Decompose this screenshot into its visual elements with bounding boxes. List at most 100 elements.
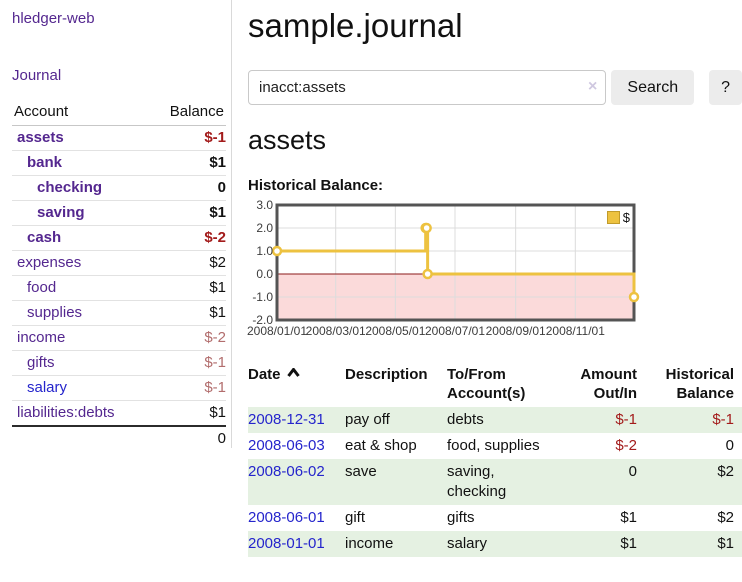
account-balance: $2 bbox=[150, 250, 226, 276]
accounts-total-balance: 0 bbox=[150, 425, 226, 451]
account-balance: $-1 bbox=[150, 375, 226, 401]
transaction-balance: $-1 bbox=[712, 411, 734, 428]
account-row: cash $-2 bbox=[12, 225, 226, 251]
y-axis-tick-label: 0.0 bbox=[256, 267, 273, 281]
transaction-accounts: gifts bbox=[447, 509, 475, 526]
transaction-description: income bbox=[345, 535, 394, 552]
transaction-amount: 0 bbox=[628, 463, 637, 480]
account-link[interactable]: bank bbox=[27, 154, 63, 171]
account-link[interactable]: liabilities:debts bbox=[17, 404, 115, 421]
accounts-total-row: 0 bbox=[12, 425, 226, 451]
account-row: liabilities:debts $1 bbox=[12, 400, 226, 426]
main-content: sample.journal × Search ? assets Histori… bbox=[246, 0, 742, 557]
accounts-header-balance: Balance bbox=[150, 100, 226, 126]
transaction-balance: $2 bbox=[717, 509, 734, 526]
account-row: food $1 bbox=[12, 275, 226, 301]
transaction-date-link[interactable]: 2008-06-02 bbox=[248, 463, 325, 480]
register-header-amount: Amount Out/In bbox=[580, 366, 637, 402]
account-balance: $-2 bbox=[150, 325, 226, 351]
transaction-row: 2008-06-01 gift gifts $1 $2 bbox=[248, 505, 742, 531]
transaction-amount: $-1 bbox=[615, 411, 637, 428]
account-balance: $1 bbox=[150, 150, 226, 176]
account-balance: $-2 bbox=[150, 225, 226, 251]
account-link[interactable]: expenses bbox=[17, 254, 82, 271]
transaction-amount: $-2 bbox=[615, 437, 637, 454]
search-input[interactable] bbox=[248, 70, 607, 105]
transaction-date-cell: 2008-06-01 bbox=[248, 505, 345, 531]
register-table: Date Description To/From Account(s) Amou… bbox=[248, 363, 742, 557]
legend-label: $ bbox=[622, 210, 630, 225]
search-button[interactable]: Search bbox=[611, 70, 695, 105]
chart-legend: $ bbox=[277, 209, 630, 227]
account-balance: $1 bbox=[150, 300, 226, 326]
transaction-accounts: salary bbox=[447, 535, 488, 552]
y-axis-tick-label: 2.0 bbox=[256, 221, 273, 235]
account-balance: $-1 bbox=[204, 129, 226, 146]
transaction-description: save bbox=[345, 463, 377, 480]
account-link[interactable]: supplies bbox=[27, 304, 83, 321]
transaction-date-link[interactable]: 2008-12-31 bbox=[248, 411, 325, 428]
account-link[interactable]: saving bbox=[37, 204, 85, 221]
transaction-accounts: debts bbox=[447, 411, 484, 428]
account-link[interactable]: income bbox=[17, 329, 66, 346]
transaction-description: pay off bbox=[345, 411, 390, 428]
account-link[interactable]: assets bbox=[17, 129, 64, 146]
register-header-balance: Historical Balance bbox=[665, 366, 734, 402]
chart-plot-area bbox=[271, 203, 640, 322]
register-header-tofrom: To/From Account(s) bbox=[447, 366, 526, 402]
transaction-date-link[interactable]: 2008-01-01 bbox=[248, 535, 325, 552]
transaction-amount: $1 bbox=[620, 509, 637, 526]
transaction-description: gift bbox=[345, 509, 366, 526]
transaction-date-link[interactable]: 2008-06-03 bbox=[248, 437, 325, 454]
account-balance: $1 bbox=[150, 275, 226, 301]
account-row: salary $-1 bbox=[12, 375, 226, 401]
y-axis-tick-label: 1.0 bbox=[256, 244, 273, 258]
account-link[interactable]: salary bbox=[27, 379, 68, 396]
account-link[interactable]: food bbox=[27, 279, 57, 296]
x-axis-tick-label: 2008/05/01 bbox=[365, 324, 426, 338]
account-link[interactable]: gifts bbox=[27, 354, 55, 371]
x-axis-tick-label: 2008/03/01 bbox=[305, 324, 366, 338]
accounts-header-row: Account Balance bbox=[12, 100, 226, 126]
sidebar-item-journal[interactable]: Journal bbox=[12, 67, 62, 84]
account-balance: $1 bbox=[150, 200, 226, 226]
account-balance: $1 bbox=[150, 400, 226, 426]
account-row: supplies $1 bbox=[12, 300, 226, 326]
x-axis-tick-label: 2008/09/01 bbox=[485, 324, 546, 338]
transaction-amount: $1 bbox=[620, 535, 637, 552]
clear-search-icon[interactable]: × bbox=[588, 78, 598, 95]
y-axis-tick-label: 3.0 bbox=[256, 198, 273, 212]
account-row: income $-2 bbox=[12, 325, 226, 351]
help-button[interactable]: ? bbox=[709, 70, 742, 105]
account-row: gifts $-1 bbox=[12, 350, 226, 376]
transaction-balance: 0 bbox=[725, 437, 734, 454]
account-link[interactable]: checking bbox=[37, 179, 103, 196]
accounts-header-account: Account bbox=[12, 100, 151, 126]
transaction-balance: $2 bbox=[717, 463, 734, 480]
transaction-date-cell: 2008-06-02 bbox=[248, 459, 345, 505]
transaction-date-cell: 2008-12-31 bbox=[248, 407, 345, 433]
transaction-date-cell: 2008-06-03 bbox=[248, 433, 345, 459]
register-header-description: Description bbox=[345, 366, 428, 383]
transaction-balance: $1 bbox=[717, 535, 734, 552]
transaction-accounts: saving, checking bbox=[447, 463, 507, 500]
transaction-row: 2008-06-03 eat & shop food, supplies $-2 0 bbox=[248, 433, 742, 459]
accounts-table: Account Balance assets $-1 bank $1 checking 0… bbox=[12, 100, 226, 451]
transaction-description: eat & shop bbox=[345, 437, 417, 454]
x-axis-tick-label: 2008/01/01 bbox=[246, 324, 308, 338]
register-header-row: Date Description To/From Account(s) Amou… bbox=[248, 363, 742, 407]
brand-link[interactable]: hledger-web bbox=[12, 10, 95, 27]
account-heading: assets bbox=[248, 125, 327, 155]
register-header-date[interactable]: Date bbox=[248, 363, 345, 407]
legend-swatch-icon bbox=[606, 211, 620, 224]
transaction-row: 2008-12-31 pay off debts $-1 $-1 bbox=[248, 407, 742, 433]
account-row: assets $-1 bbox=[12, 126, 226, 151]
transaction-date-cell: 2008-01-01 bbox=[248, 531, 345, 557]
account-link[interactable]: cash bbox=[27, 229, 62, 246]
transaction-date-link[interactable]: 2008-06-01 bbox=[248, 509, 325, 526]
historical-balance-chart: $ 3.0 2.0 1.0 0.0 -1.0 -2.0 2008/01/01 2008/03/… bbox=[246, 198, 742, 343]
account-balance: $-1 bbox=[150, 350, 226, 376]
chart-title: Historical Balance: bbox=[248, 177, 384, 194]
account-row: saving $1 bbox=[12, 200, 226, 226]
account-balance: 0 bbox=[150, 175, 226, 201]
